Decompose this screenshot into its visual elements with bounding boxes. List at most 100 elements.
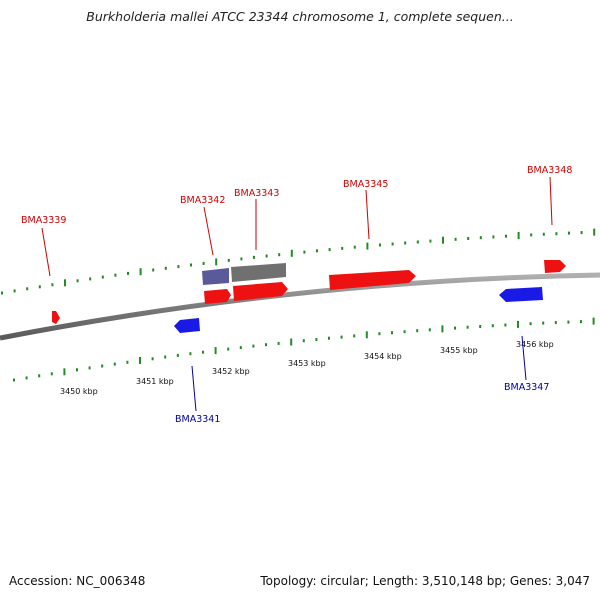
minor-tick-mark	[341, 246, 344, 250]
gene-label-bma3347[interactable]: BMA3347	[504, 382, 549, 393]
minor-tick-mark	[265, 343, 267, 347]
genome-summary-text: Topology: circular; Length: 3,510,148 bp…	[260, 574, 590, 588]
gene-label-bma3342[interactable]: BMA3342	[180, 195, 225, 206]
gene-bma3347[interactable]	[499, 287, 543, 302]
gene-label-bma3348[interactable]: BMA3348	[527, 165, 572, 176]
minor-tick-mark	[567, 320, 570, 324]
scale-label: 3454 kbp	[364, 352, 402, 361]
minor-tick-mark	[126, 360, 129, 364]
minor-tick-mark	[466, 325, 469, 329]
minor-tick-mark	[239, 346, 242, 350]
minor-tick-mark	[429, 239, 432, 243]
minor-tick-mark	[491, 324, 494, 328]
major-tick-mark	[139, 357, 141, 364]
minor-tick-mark	[428, 328, 431, 332]
minor-tick-mark	[177, 265, 180, 269]
minor-tick-mark	[76, 279, 79, 283]
minor-tick-mark	[316, 249, 318, 253]
scale-label: 3451 kbp	[136, 377, 174, 386]
minor-tick-mark	[202, 350, 204, 354]
minor-tick-mark	[315, 338, 318, 341]
pseudogene-feature[interactable]	[231, 263, 286, 282]
major-tick-mark	[214, 347, 217, 355]
minor-tick-mark	[127, 271, 129, 275]
scale-label: 3456 kbp	[516, 340, 554, 349]
major-tick-mark	[64, 279, 66, 287]
minor-tick-mark	[302, 339, 305, 343]
scale-label: 3455 kbp	[440, 346, 478, 355]
minor-tick-mark	[227, 258, 230, 262]
minor-tick-mark	[554, 321, 557, 325]
minor-tick-mark	[13, 378, 15, 382]
minor-tick-mark	[505, 234, 507, 238]
minor-tick-mark	[89, 277, 92, 281]
major-tick-mark	[592, 317, 595, 325]
minor-tick-mark	[26, 287, 29, 291]
major-tick-mark	[290, 249, 293, 257]
minor-tick-mark	[504, 323, 507, 327]
scale-label: 3453 kbp	[288, 359, 326, 368]
minor-tick-mark	[176, 353, 179, 357]
gene-label-bma3339[interactable]: BMA3339	[21, 215, 66, 226]
minor-tick-mark	[113, 362, 116, 366]
pseudogene-feature[interactable]	[202, 268, 229, 285]
gene-bma3345[interactable]	[329, 270, 416, 290]
minor-tick-mark	[378, 332, 381, 336]
minor-tick-mark	[50, 372, 53, 376]
minor-tick-mark	[152, 268, 155, 272]
minor-tick-mark	[416, 240, 419, 244]
minor-tick-mark	[101, 275, 104, 279]
minor-tick-mark	[340, 335, 343, 339]
minor-tick-mark	[265, 254, 268, 258]
minor-tick-mark	[403, 330, 406, 334]
minor-tick-mark	[278, 253, 281, 257]
minor-tick-mark	[190, 263, 192, 267]
minor-tick-mark	[277, 341, 280, 345]
minor-tick-mark	[252, 344, 255, 348]
minor-tick-mark	[328, 336, 330, 340]
minor-tick-mark	[164, 266, 167, 270]
major-tick-mark	[366, 242, 369, 250]
accession-text: Accession: NC_006348	[9, 574, 146, 588]
major-tick-mark	[593, 228, 596, 236]
major-tick-mark	[441, 325, 444, 333]
inner-tick-ring	[13, 317, 595, 382]
gene-bma3341[interactable]	[174, 318, 200, 333]
major-tick-mark	[517, 320, 519, 328]
minor-tick-mark	[76, 368, 78, 372]
minor-tick-mark	[542, 232, 545, 236]
minor-tick-mark	[492, 235, 495, 239]
gene-bma3343[interactable]	[233, 282, 288, 301]
label-leader	[41, 227, 51, 277]
minor-tick-mark	[38, 285, 41, 289]
minor-tick-mark	[151, 357, 154, 361]
major-tick-mark	[290, 338, 293, 346]
gene-bma3339[interactable]	[52, 311, 60, 324]
minor-tick-mark	[240, 257, 243, 261]
minor-tick-mark	[542, 321, 545, 325]
major-tick-mark	[365, 331, 368, 339]
gene-label-bma3341[interactable]: BMA3341	[175, 414, 220, 425]
scale-label: 3452 kbp	[212, 367, 250, 376]
minor-tick-mark	[303, 250, 306, 254]
minor-tick-mark	[391, 242, 394, 246]
minor-tick-mark	[328, 248, 331, 252]
minor-tick-mark	[189, 352, 192, 356]
gene-bma3348[interactable]	[544, 260, 566, 273]
minor-tick-mark	[38, 374, 41, 378]
label-leader	[203, 206, 214, 256]
minor-tick-mark	[529, 322, 532, 326]
minor-tick-mark	[580, 320, 582, 324]
gene-bma3342[interactable]	[204, 289, 231, 304]
major-tick-mark	[517, 232, 520, 239]
gene-label-bma3343[interactable]: BMA3343	[234, 188, 279, 199]
minor-tick-mark	[530, 233, 533, 237]
minor-tick-mark	[353, 334, 356, 338]
minor-tick-mark	[454, 237, 457, 241]
chromosome-backbone	[0, 272, 600, 341]
gene-label-bma3345[interactable]: BMA3345	[343, 179, 388, 190]
minor-tick-mark	[353, 245, 356, 249]
minor-tick-mark	[114, 273, 117, 277]
minor-tick-mark	[88, 366, 91, 370]
